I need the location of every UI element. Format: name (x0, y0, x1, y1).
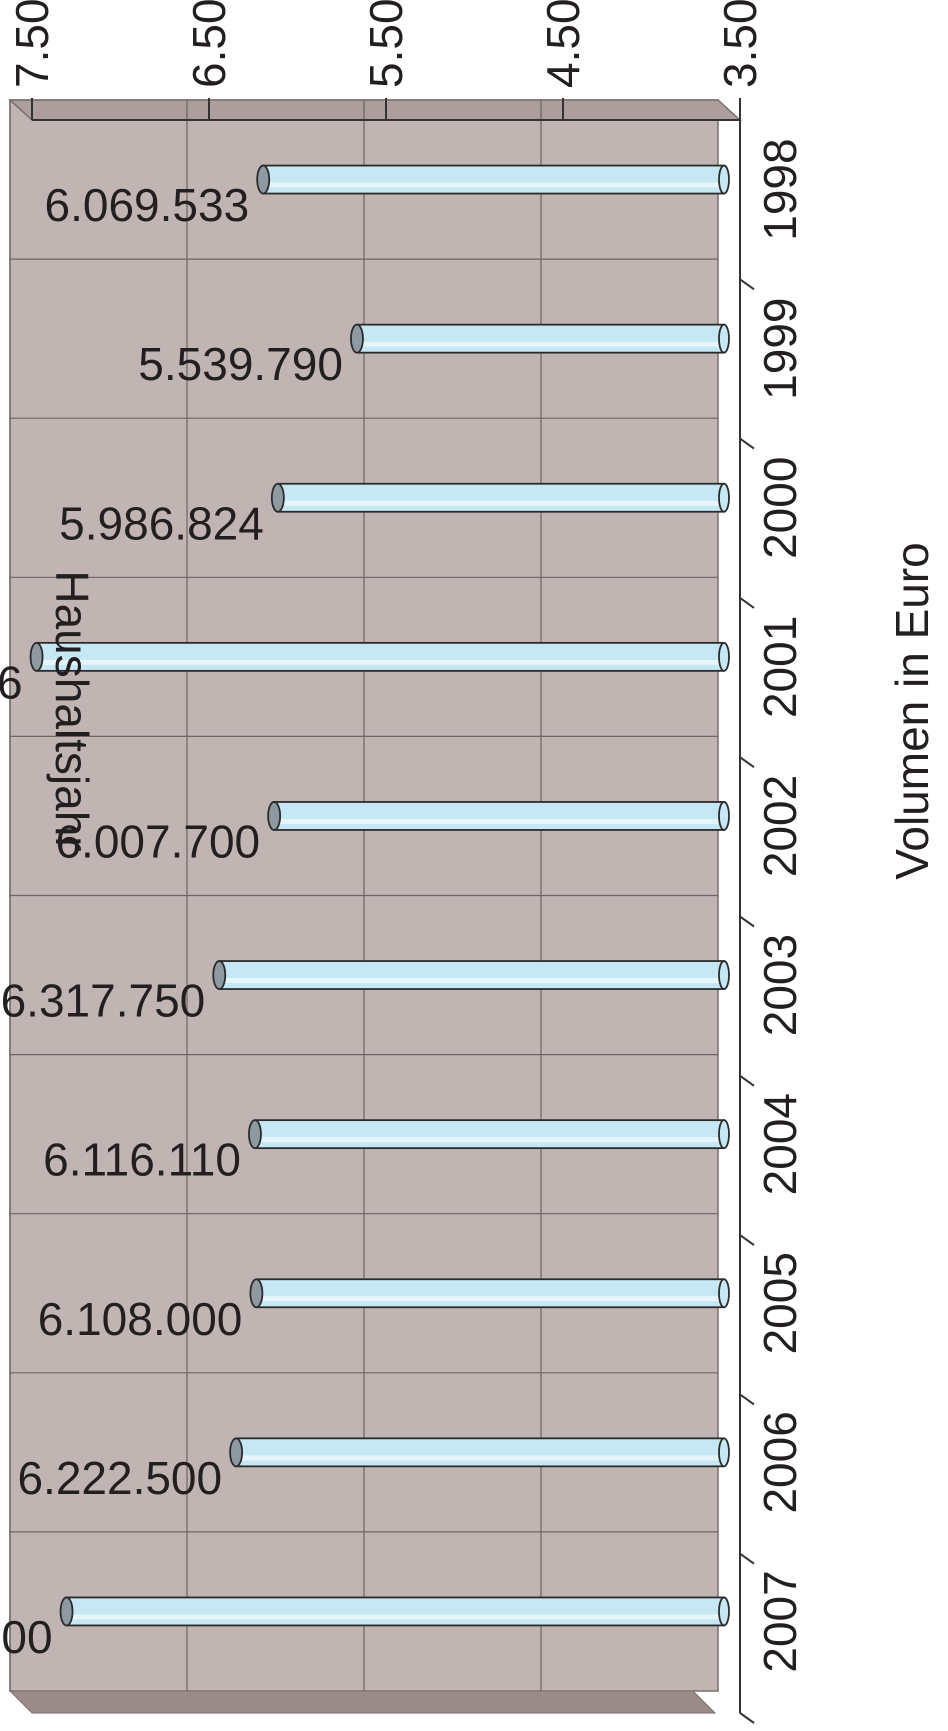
bar-top (212, 960, 227, 990)
bar-base (718, 801, 730, 831)
bar (235, 1437, 725, 1468)
data-label: 6.069.533 (45, 179, 250, 231)
bar-base (718, 1278, 730, 1309)
y-tick-label: 6.500.000 (183, 0, 235, 88)
floor (8, 1690, 717, 1714)
x-tick (739, 278, 755, 291)
data-label: 6.317.750 (1, 975, 206, 1027)
data-label: 7.349.916 (0, 656, 23, 708)
bar (35, 641, 725, 672)
data-label: 6.108.000 (38, 1293, 243, 1345)
bar (65, 1596, 725, 1627)
bar-base (718, 1119, 730, 1150)
bar-highlight (360, 341, 720, 347)
data-label: 6.007.700 (55, 816, 260, 868)
bar-base (718, 641, 730, 672)
bar-top (249, 1278, 264, 1309)
bar (255, 1278, 725, 1309)
data-label: 5.539.790 (138, 338, 343, 390)
bar (262, 164, 725, 195)
bar-top (59, 1596, 74, 1627)
side-wall (8, 99, 742, 121)
bar-highlight (278, 818, 720, 824)
x-tick-label: 2002 (754, 775, 806, 877)
x-tick-label: 2006 (754, 1411, 806, 1513)
bar (218, 960, 725, 990)
y-axis-title: Volumen in Euro (886, 542, 938, 880)
bar-highlight (70, 1614, 720, 1620)
x-tick (739, 437, 755, 450)
bar-highlight (258, 1137, 720, 1143)
bar-base (718, 1596, 730, 1627)
y-tick-label: 7.500.000 (6, 0, 58, 88)
x-tick-label: 2000 (754, 457, 806, 559)
x-tick-label: 1998 (754, 138, 806, 240)
x-tick (739, 1393, 755, 1406)
bar-top (248, 1119, 262, 1150)
y-tick-label: 4.500.000 (537, 0, 589, 88)
bar-base (718, 164, 730, 195)
x-tick (739, 597, 755, 609)
x-tick-label: 2003 (754, 934, 806, 1036)
bar-top (350, 323, 364, 354)
bar-highlight (260, 1296, 720, 1302)
x-tick-label: 2004 (754, 1093, 806, 1195)
x-tick-label: 2001 (754, 616, 806, 718)
x-tick-label: 1999 (754, 297, 806, 399)
data-label: 6.222.500 (17, 1452, 222, 1504)
bar-highlight (281, 500, 720, 506)
x-tick (739, 1074, 755, 1087)
bar-series (29, 164, 730, 1627)
x-tick (739, 1234, 755, 1246)
x-axis-title: Haushaltsjahr (46, 570, 98, 851)
axes: 3.500.000 4.500.000 5.500.000 6.500.000 7.50… (6, 0, 806, 1724)
bar-top (229, 1437, 244, 1468)
x-tick (739, 1712, 755, 1724)
bar-base (718, 960, 730, 990)
bar (273, 801, 725, 831)
x-tick-label: 2007 (754, 1570, 806, 1672)
y-tick-label: 3.500.000 (714, 0, 766, 88)
bar-top (29, 641, 44, 672)
bar-highlight (240, 1455, 720, 1461)
x-tick (739, 915, 755, 928)
bar (276, 482, 725, 513)
bar-top (270, 482, 285, 513)
bar-highlight (40, 659, 720, 665)
gridlines (9, 100, 718, 1691)
bar (254, 1119, 725, 1150)
data-labels: 7.180.600 6.222.500 6.108.000 6.116.110 6.31… (0, 179, 343, 1663)
x-tick (739, 1552, 755, 1565)
bar-base (718, 1437, 730, 1468)
bar-base (718, 482, 730, 513)
bar-base (718, 323, 730, 354)
y-tick-label: 5.500.000 (360, 0, 412, 88)
data-label: 7.180.600 (0, 1611, 53, 1663)
bar-top (267, 801, 282, 831)
bar-highlight (223, 978, 721, 984)
data-label: 5.986.824 (59, 497, 264, 549)
x-tick-label: 2005 (754, 1252, 806, 1354)
bar-highlight (267, 182, 720, 188)
data-label: 6.116.110 (43, 1134, 241, 1186)
bar (356, 323, 725, 354)
x-tick (739, 756, 755, 769)
bar-top (256, 164, 271, 195)
